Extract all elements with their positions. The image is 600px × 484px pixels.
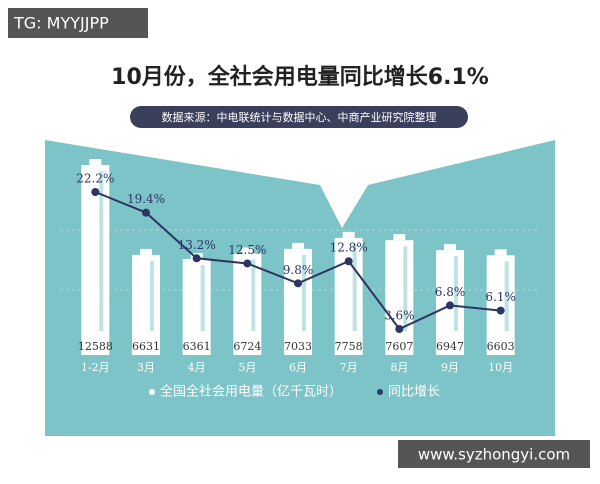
bar-value-label: 7033 [284, 340, 312, 353]
battery-stripe [251, 259, 256, 331]
bar-value-label: 6724 [233, 340, 261, 353]
bar [132, 254, 160, 355]
growth-point [243, 259, 252, 268]
growth-label: 3.6% [384, 309, 415, 323]
x-tick-label: 8月 [390, 361, 408, 374]
x-tick-label: 1-2月 [81, 361, 110, 374]
growth-label: 12.8% [330, 241, 368, 255]
growth-label: 22.2% [76, 172, 114, 186]
bar [284, 248, 312, 355]
growth-point [192, 254, 201, 263]
battery-cap [342, 231, 355, 238]
battery-stripe [200, 264, 205, 331]
growth-point [496, 306, 505, 315]
growth-label: 13.2% [178, 238, 216, 252]
growth-label: 19.4% [127, 192, 165, 206]
battery-stripe [454, 256, 458, 331]
x-tick-label: 3月 [137, 361, 155, 374]
battery-stripe [150, 260, 154, 331]
bar-value-label: 6631 [132, 340, 160, 353]
bar-value-label: 6947 [436, 340, 464, 353]
site-watermark-box [398, 440, 590, 468]
battery-cap [393, 234, 406, 241]
bar [385, 240, 414, 355]
battery-cap [292, 242, 304, 249]
battery-stripe [302, 254, 306, 331]
growth-point [91, 188, 100, 196]
x-tick-label: 6月 [289, 361, 307, 374]
battery-cap [494, 249, 507, 256]
battery-stripe [352, 243, 357, 331]
bar-value-label: 7607 [385, 340, 413, 353]
site-watermark: www.syzhongyi.com [418, 446, 570, 464]
growth-point [142, 208, 150, 217]
growth-point [294, 279, 302, 288]
subtitle-pill [130, 106, 468, 128]
bar [182, 258, 211, 355]
battery-stripe [99, 171, 104, 331]
bar [334, 237, 363, 355]
battery-stripe [504, 261, 509, 331]
chart-title: 10月份，全社会用电量同比增长6.1% [111, 64, 489, 90]
bar [486, 255, 515, 355]
growth-point [344, 257, 353, 266]
x-tick-label: 7月 [340, 361, 358, 374]
x-tick-label: 10月 [488, 361, 513, 374]
bar-value-label: 7758 [335, 340, 363, 353]
bar-value-label: 12588 [78, 340, 113, 353]
legend-label: 同比增长 [388, 385, 440, 400]
bar-value-label: 6603 [487, 340, 515, 353]
x-tick-label: 9月 [441, 361, 459, 374]
legend-swatch [377, 389, 383, 395]
watermark: TG: MYYJJPP [13, 14, 109, 33]
watermark-box [8, 8, 148, 38]
legend-swatch [149, 389, 155, 395]
legend-label: 全国全社会用电量（亿千瓦时） [160, 384, 342, 400]
growth-label: 9.8% [283, 263, 314, 277]
growth-label: 6.1% [485, 290, 516, 304]
bar-value-label: 6361 [183, 340, 211, 353]
x-tick-label: 5月 [238, 361, 256, 374]
growth-label: 6.8% [435, 285, 466, 299]
battery-stripe [403, 246, 408, 331]
growth-point [446, 301, 454, 310]
bar [233, 253, 262, 355]
subtitle: 数据来源：中电联统计与数据中心、中商产业研究院整理 [162, 110, 437, 124]
battery-cap [140, 248, 152, 255]
battery-cap [241, 247, 254, 254]
growth-label: 12.5% [228, 243, 266, 257]
x-tick-label: 4月 [188, 361, 206, 374]
battery-cap [89, 159, 102, 165]
battery-cap [444, 244, 456, 251]
growth-point [395, 325, 404, 333]
